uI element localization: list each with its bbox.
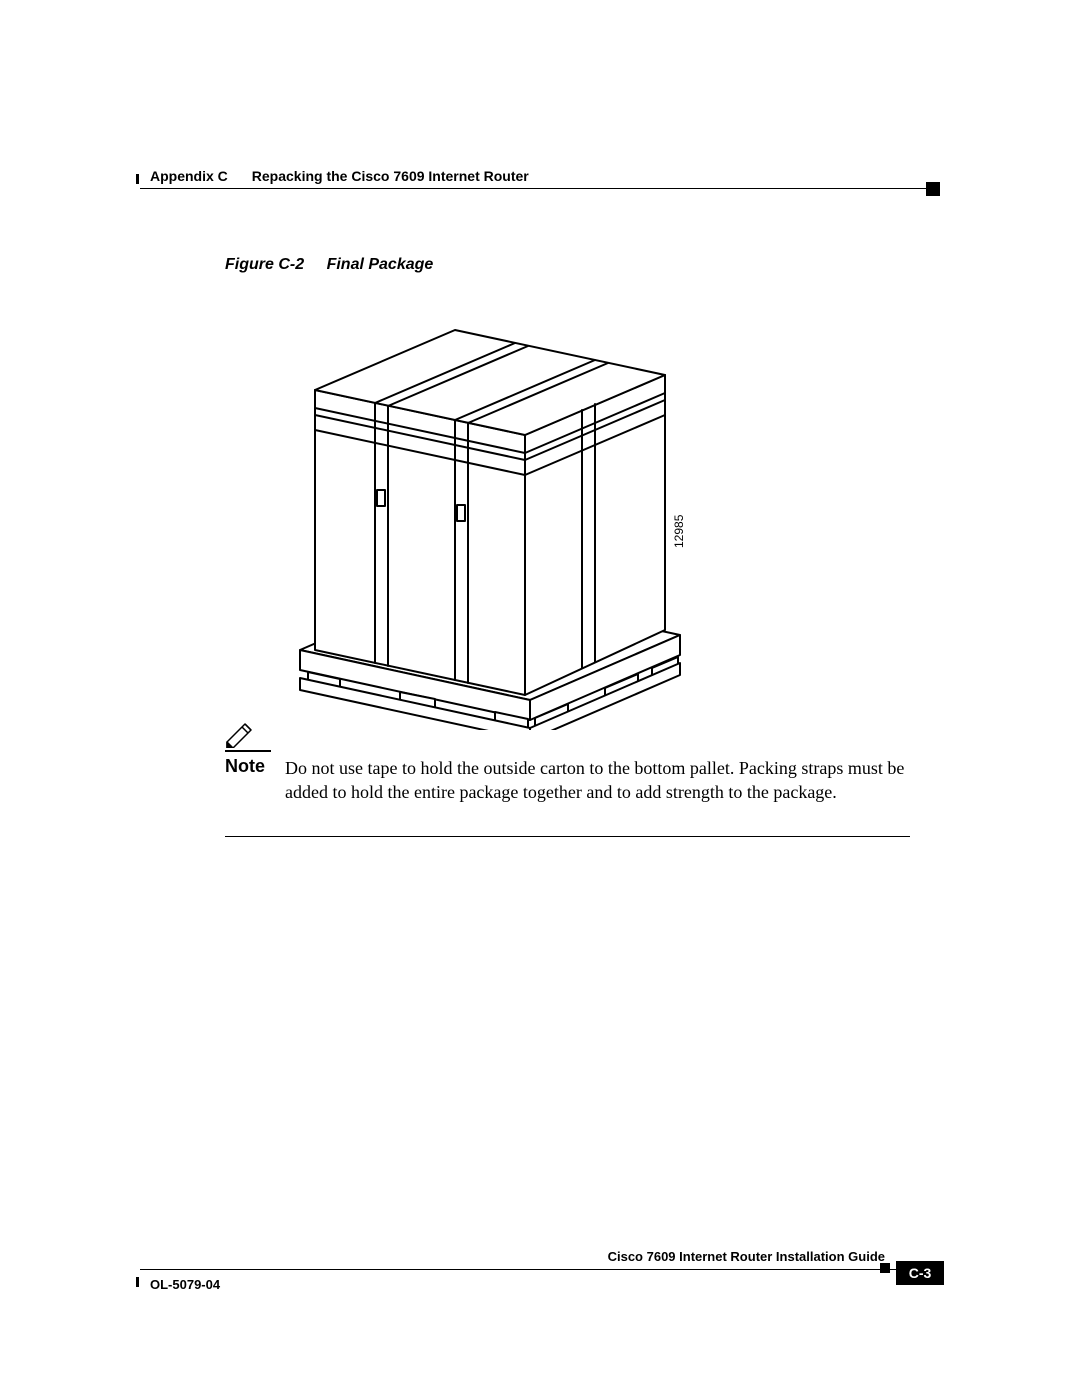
document-page: Appendix C Repacking the Cisco 7609 Inte… bbox=[0, 0, 1080, 1397]
appendix-label: Appendix C bbox=[140, 168, 228, 184]
footer-rule bbox=[140, 1269, 940, 1270]
pencil-icon bbox=[225, 720, 255, 748]
header-square-marker bbox=[926, 182, 940, 196]
footer-guide-title: Cisco 7609 Internet Router Installation … bbox=[608, 1249, 885, 1264]
final-package-diagram bbox=[260, 280, 720, 730]
note-text: Do not use tape to hold the outside cart… bbox=[285, 756, 910, 805]
appendix-title: Repacking the Cisco 7609 Internet Router bbox=[228, 168, 529, 184]
document-number: OL-5079-04 bbox=[150, 1277, 220, 1292]
note-label: Note bbox=[225, 756, 265, 777]
figure-number: Figure C-2 bbox=[225, 256, 322, 273]
page-number: C-3 bbox=[896, 1261, 944, 1285]
footer-square-marker bbox=[880, 1263, 890, 1273]
figure-caption: Figure C-2 Final Package bbox=[225, 256, 433, 274]
header-rule bbox=[140, 188, 940, 189]
footer-tick-mark bbox=[136, 1277, 139, 1287]
header-tick-mark bbox=[136, 174, 139, 184]
figure-title: Final Package bbox=[327, 256, 434, 273]
note-rule-top bbox=[225, 750, 271, 752]
note-rule-bottom bbox=[225, 836, 910, 837]
page-header: Appendix C Repacking the Cisco 7609 Inte… bbox=[140, 168, 940, 184]
figure-id-label: 12985 bbox=[672, 515, 686, 548]
